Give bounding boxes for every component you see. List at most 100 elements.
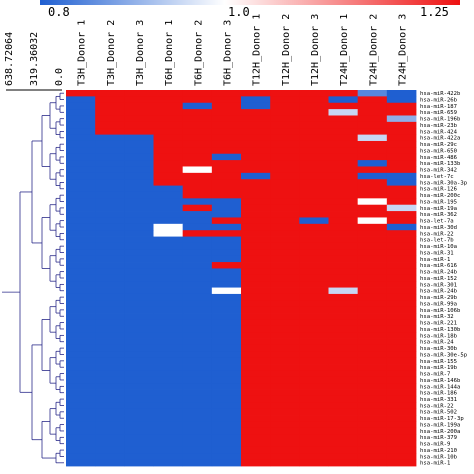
row-label: hsa-miR-379 bbox=[420, 435, 457, 441]
row-label: hsa-miR-659 bbox=[420, 110, 457, 116]
row-label: hsa-miR-24b bbox=[420, 270, 458, 276]
heatmap-cell bbox=[386, 140, 417, 148]
heatmap-cell bbox=[211, 268, 242, 276]
heatmap-cell bbox=[357, 274, 388, 282]
heatmap-cell bbox=[66, 128, 96, 136]
heatmap-cell bbox=[95, 332, 125, 339]
heatmap-cell bbox=[386, 402, 417, 410]
heatmap-cell bbox=[124, 90, 154, 97]
heatmap-cell bbox=[153, 459, 184, 467]
heatmap-cell bbox=[182, 160, 213, 167]
heatmap-cell bbox=[386, 376, 417, 384]
heatmap-cell bbox=[386, 319, 417, 327]
heatmap-cell bbox=[241, 198, 271, 206]
heatmap-cell bbox=[386, 344, 417, 352]
heatmap-cell bbox=[124, 421, 154, 429]
heatmap-cell bbox=[241, 408, 271, 416]
heatmap-cell bbox=[328, 459, 359, 467]
heatmap-cell bbox=[328, 147, 359, 155]
heatmap-cell bbox=[270, 293, 300, 301]
heatmap-cell bbox=[299, 274, 329, 282]
heatmap-cell bbox=[182, 230, 213, 237]
heatmap-cell bbox=[66, 440, 96, 448]
heatmap-cell bbox=[182, 204, 213, 212]
heatmap-cell bbox=[182, 440, 213, 448]
heatmap-cell bbox=[66, 319, 96, 327]
heatmap-cell bbox=[270, 90, 300, 97]
heatmap-cell bbox=[182, 408, 213, 416]
heatmap-cell bbox=[386, 230, 417, 237]
heatmap-cell bbox=[66, 179, 96, 186]
heatmap-cell bbox=[357, 408, 388, 416]
heatmap-cell bbox=[270, 96, 300, 104]
heatmap-cell bbox=[386, 191, 417, 199]
heatmap-cell bbox=[328, 217, 359, 225]
row-label: hsa-miR-650 bbox=[420, 148, 457, 154]
heatmap-cell bbox=[241, 230, 271, 237]
heatmap-cell bbox=[182, 268, 213, 276]
heatmap-cell bbox=[328, 351, 359, 359]
heatmap-cell bbox=[182, 179, 213, 186]
heatmap-cell bbox=[270, 440, 300, 448]
row-label: hsa-miR-155 bbox=[420, 359, 457, 365]
heatmap-cell bbox=[270, 364, 300, 371]
heatmap-cell bbox=[299, 293, 329, 301]
heatmap-cell bbox=[241, 236, 271, 244]
heatmap-cell bbox=[95, 268, 125, 276]
heatmap-cell bbox=[299, 102, 329, 110]
heatmap-cell bbox=[95, 300, 125, 308]
heatmap-cell bbox=[95, 185, 125, 193]
heatmap-cell bbox=[153, 236, 184, 244]
heatmap-cell bbox=[328, 446, 359, 454]
heatmap-cell bbox=[153, 198, 184, 206]
heatmap-cell bbox=[241, 102, 271, 110]
heatmap-cell bbox=[386, 274, 417, 282]
heatmap-cell bbox=[95, 402, 125, 410]
heatmap-cell bbox=[66, 242, 96, 250]
heatmap-cell bbox=[95, 376, 125, 384]
heatmap-cell bbox=[328, 300, 359, 308]
heatmap-cell bbox=[241, 415, 271, 422]
heatmap-cell bbox=[182, 459, 213, 467]
heatmap-cell bbox=[328, 306, 359, 314]
heatmap-cell bbox=[182, 102, 213, 110]
heatmap-cell bbox=[66, 115, 96, 123]
heatmap-cell bbox=[124, 402, 154, 410]
heatmap-cell bbox=[153, 306, 184, 314]
heatmap-cell bbox=[299, 96, 329, 104]
heatmap-cell bbox=[270, 389, 300, 397]
heatmap-cell bbox=[153, 223, 184, 231]
heatmap-cell bbox=[153, 172, 184, 180]
heatmap-cell bbox=[357, 370, 388, 378]
heatmap-cell bbox=[386, 223, 417, 231]
heatmap-cell bbox=[328, 96, 359, 104]
heatmap-cell bbox=[153, 115, 184, 123]
heatmap-cell bbox=[386, 300, 417, 308]
heatmap-cell bbox=[357, 389, 388, 397]
heatmap-cell bbox=[386, 459, 417, 467]
heatmap-cell bbox=[241, 344, 271, 352]
heatmap-cell bbox=[211, 198, 242, 206]
row-label: hsa-miR-195 bbox=[420, 199, 457, 205]
heatmap-cell bbox=[357, 332, 388, 339]
heatmap-cell bbox=[153, 325, 184, 333]
heatmap-cell bbox=[95, 287, 125, 295]
heatmap-cell bbox=[95, 140, 125, 148]
heatmap-cell bbox=[270, 255, 300, 263]
heatmap-cell bbox=[270, 166, 300, 174]
heatmap-cell bbox=[124, 134, 154, 142]
heatmap-cell bbox=[124, 427, 154, 435]
heatmap-cell bbox=[299, 281, 329, 288]
heatmap-cell bbox=[357, 319, 388, 327]
row-label: hsa-miR-1 bbox=[420, 461, 450, 467]
heatmap-cell bbox=[153, 230, 184, 237]
heatmap-cell bbox=[124, 121, 154, 129]
heatmap-cell bbox=[386, 453, 417, 461]
row-label: hsa-miR-126 bbox=[420, 187, 457, 193]
heatmap-cell bbox=[124, 236, 154, 244]
heatmap-cell bbox=[124, 313, 154, 320]
heatmap-cell bbox=[66, 217, 96, 225]
heatmap-cell bbox=[153, 166, 184, 174]
heatmap-cell bbox=[328, 179, 359, 186]
heatmap-cell bbox=[357, 325, 388, 333]
